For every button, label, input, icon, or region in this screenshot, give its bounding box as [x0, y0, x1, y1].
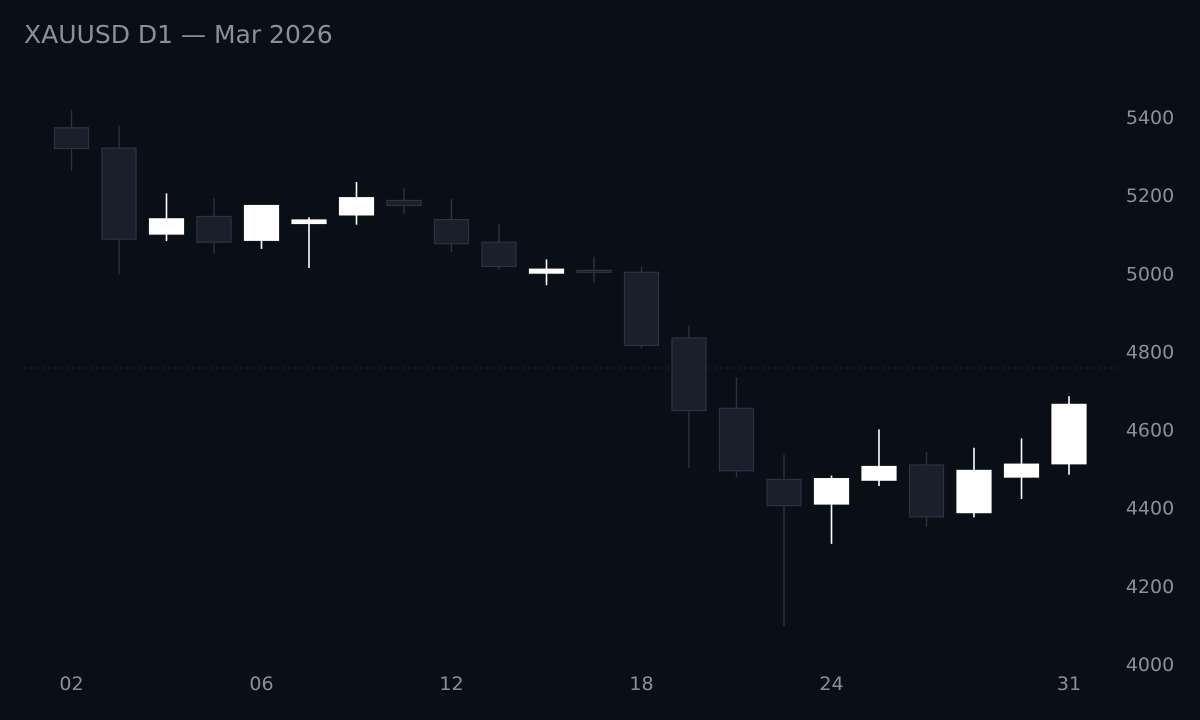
candle-body [291, 219, 327, 225]
candle-17 [813, 475, 850, 544]
y-tick-label: 5400 [1126, 107, 1174, 129]
y-tick-label: 4400 [1126, 498, 1174, 520]
candle-20 [956, 447, 992, 518]
candle-body [148, 218, 185, 235]
candle-body [338, 197, 375, 216]
x-tick-label: 18 [629, 673, 653, 695]
candle-body [1003, 463, 1040, 478]
candle-body [386, 199, 422, 207]
candle-body [671, 337, 707, 412]
candle-body [956, 469, 992, 514]
x-tick-label: 12 [439, 673, 463, 695]
candle-body [576, 269, 612, 273]
x-tick-label: 24 [819, 673, 843, 695]
x-tick-label: 06 [249, 673, 273, 695]
x-tick-label: 02 [59, 673, 83, 695]
candle-body [243, 204, 280, 241]
candle-8 [386, 188, 422, 214]
candle-body [528, 268, 565, 274]
candle-22 [1051, 396, 1087, 475]
x-axis: 02 06 12 18 24 31 [59, 673, 1081, 695]
candle-19 [908, 452, 945, 527]
candle-body [1051, 403, 1087, 465]
candle-12 [576, 256, 612, 284]
candle-9 [433, 198, 470, 253]
candle-body [196, 215, 232, 243]
candle-body [908, 464, 945, 518]
candle-16 [766, 454, 802, 626]
candle-4 [196, 198, 232, 254]
candle-body [718, 407, 755, 472]
candle-2 [101, 125, 137, 275]
candle-body [861, 465, 897, 481]
candle-15 [718, 377, 755, 478]
candle-body [101, 147, 137, 240]
y-tick-label: 4200 [1126, 576, 1174, 598]
candle-11 [528, 259, 565, 286]
candle-body [623, 271, 660, 346]
y-axis: 5400 5200 5000 4800 4600 4400 4200 4000 [1126, 107, 1174, 676]
candle-21 [1003, 438, 1040, 499]
candle-3 [148, 193, 185, 242]
chart-title: XAUUSD D1 — Mar 2026 [24, 20, 333, 49]
candle-18 [861, 429, 897, 487]
candle-body [481, 241, 517, 268]
y-tick-label: 4600 [1126, 420, 1174, 442]
candle-10 [481, 224, 517, 270]
candles-layer [53, 110, 1087, 626]
candle-5 [243, 204, 280, 249]
y-tick-label: 5200 [1126, 185, 1174, 207]
candle-body [766, 478, 802, 507]
candle-6 [291, 217, 327, 269]
candle-body [433, 218, 470, 245]
y-tick-label: 5000 [1126, 263, 1174, 285]
candle-body [813, 478, 850, 505]
x-tick-label: 31 [1057, 673, 1081, 695]
candle-body [53, 127, 90, 150]
candle-7 [338, 182, 375, 225]
y-tick-label: 4800 [1126, 341, 1174, 363]
y-tick-label: 4000 [1126, 654, 1174, 676]
candle-1 [53, 110, 90, 171]
candle-13 [623, 266, 660, 349]
candle-14 [671, 325, 707, 468]
